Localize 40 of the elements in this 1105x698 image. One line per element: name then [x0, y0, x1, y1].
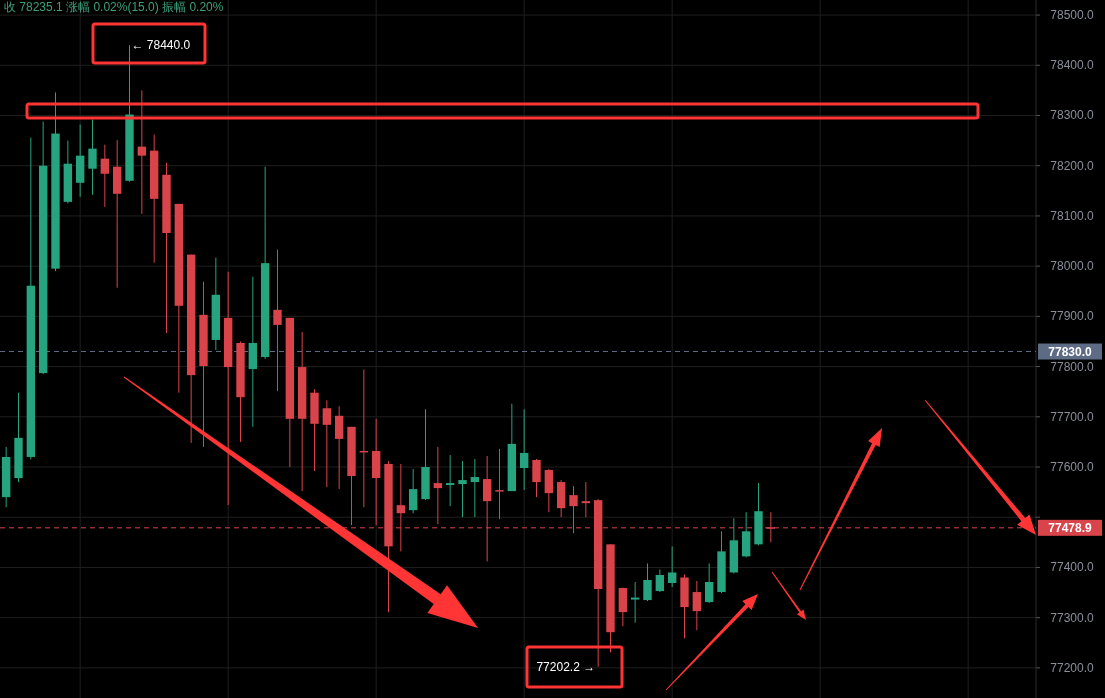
candlestick [655, 568, 665, 593]
y-tick-label: 78500.0 [1050, 8, 1095, 23]
candlestick [458, 460, 467, 518]
y-tick-label: 77700.0 [1050, 409, 1095, 424]
y-tick-label: 78100.0 [1050, 208, 1095, 223]
candlestick [408, 468, 418, 514]
y-tick-label: 78400.0 [1050, 58, 1095, 73]
y-tick-label: 77300.0 [1050, 610, 1095, 625]
candlestick [137, 89, 147, 215]
y-tick-label: 77400.0 [1050, 560, 1095, 575]
y-tick-label: 77900.0 [1050, 309, 1095, 324]
candlestick [667, 545, 677, 588]
candlestick [692, 580, 702, 631]
ref-line-label: 77830.0 [1048, 345, 1093, 360]
ref-line-label: 77478.9 [1048, 521, 1093, 536]
candlestick [704, 562, 714, 604]
candlestick [273, 249, 282, 392]
candlestick [643, 562, 652, 602]
candlestick [532, 458, 541, 498]
candlestick [519, 408, 529, 491]
candlestick [581, 481, 591, 518]
annotation: ← 78440.0 [131, 38, 191, 53]
candlestick [322, 399, 332, 488]
annotation: 77202.2 → [536, 659, 596, 674]
candlestick [100, 144, 110, 208]
candlestick [433, 446, 443, 525]
y-tick-label: 78300.0 [1050, 108, 1095, 123]
y-tick-label: 78200.0 [1050, 158, 1095, 173]
candlestick [445, 454, 455, 507]
candlestick [630, 581, 640, 624]
candlestick [88, 119, 97, 196]
y-tick-label: 77800.0 [1050, 359, 1095, 374]
candlestick [544, 468, 554, 513]
y-tick-label: 77600.0 [1050, 460, 1095, 475]
annotation: 收 78235.1 涨幅 0.02%(15.0) 振幅 0.20% [4, 0, 224, 14]
candlestick [334, 405, 344, 490]
y-tick-label: 78000.0 [1050, 259, 1095, 274]
y-tick-label: 77200.0 [1050, 660, 1095, 675]
candlestick [495, 448, 504, 520]
candlestick [470, 458, 480, 518]
